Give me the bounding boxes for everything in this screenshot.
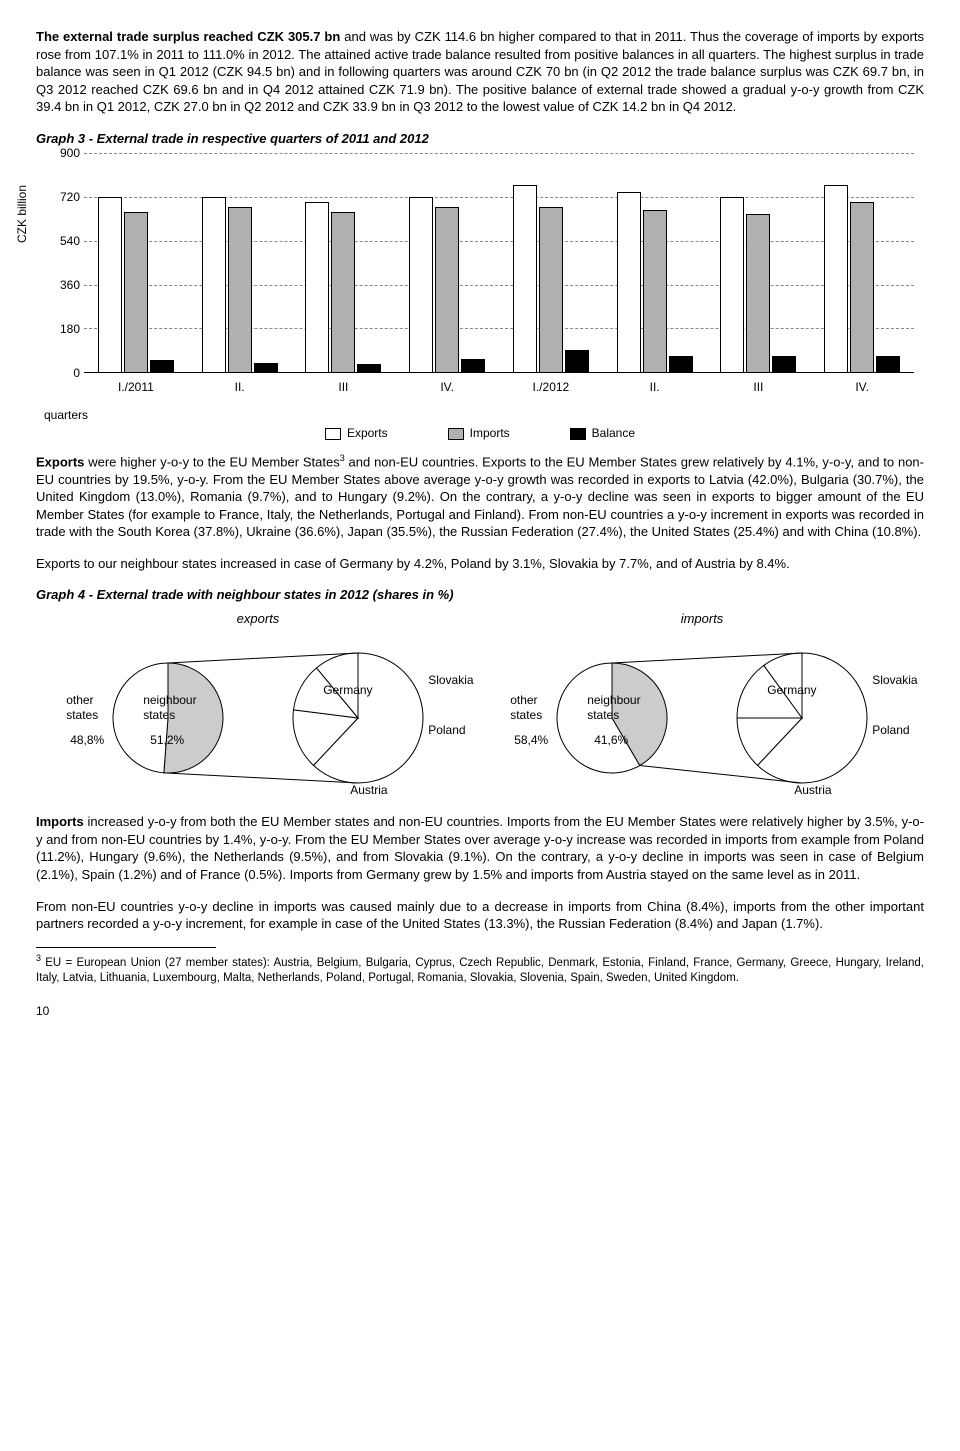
bar-exports <box>98 197 122 373</box>
pie-label: neighbourstates <box>587 693 640 722</box>
pie-label: Germany <box>323 683 372 697</box>
bar-exports <box>824 185 848 373</box>
pie-imports-title: imports <box>502 610 902 628</box>
bar-balance <box>565 350 589 373</box>
bar-balance <box>876 356 900 374</box>
legend-exports: Exports <box>347 425 388 441</box>
x-label: I./2011 <box>84 379 188 395</box>
y-tick: 720 <box>60 189 80 205</box>
bar-exports <box>720 197 744 373</box>
x-label: III <box>707 379 811 395</box>
bar-exports <box>202 197 226 373</box>
bar-balance <box>357 364 381 373</box>
x-label: I./2012 <box>499 379 603 395</box>
bar-exports <box>305 202 329 373</box>
paragraph-2: Exports were higher y-o-y to the EU Memb… <box>36 452 924 541</box>
pie-label: 41,6% <box>594 733 628 747</box>
bar-imports <box>435 207 459 373</box>
p2-bold: Exports <box>36 454 84 469</box>
x-label: IV. <box>810 379 914 395</box>
bar-balance <box>669 356 693 373</box>
pie-label: neighbourstates <box>143 693 196 722</box>
paragraph-1: The external trade surplus reached CZK 3… <box>36 28 924 116</box>
bar-balance <box>461 359 485 373</box>
legend-balance: Balance <box>592 425 635 441</box>
bar-imports <box>124 212 148 373</box>
paragraph-4: Imports increased y-o-y from both the EU… <box>36 813 924 883</box>
pie-label: otherstates <box>510 693 542 722</box>
bar-imports <box>539 207 563 373</box>
y-tick: 0 <box>73 365 80 381</box>
pie-exports-title: exports <box>58 610 458 628</box>
bar-exports <box>513 185 537 373</box>
bar-balance <box>772 356 796 373</box>
footnote: 3 EU = European Union (27 member states)… <box>36 952 924 987</box>
pie-label: Poland <box>872 723 909 737</box>
pie-label: 58,4% <box>514 733 548 747</box>
pie-label: 51,2% <box>150 733 184 747</box>
p4-bold: Imports <box>36 814 84 829</box>
x-label: II. <box>603 379 707 395</box>
bar-chart: CZK billion 0180360540720900 I./2011II.I… <box>84 153 914 403</box>
bar-balance <box>254 363 278 374</box>
graph4-title: Graph 4 - External trade with neighbour … <box>36 586 924 604</box>
y-tick: 540 <box>60 233 80 249</box>
bar-imports <box>850 202 874 373</box>
bar-exports <box>617 192 641 373</box>
page-number: 10 <box>36 1003 924 1019</box>
pie-charts: exports otherstates 48,8% neighbourstates 5… <box>36 610 924 804</box>
bar-imports <box>228 207 252 373</box>
bar-imports <box>746 214 770 373</box>
pie-label: otherstates <box>66 693 98 722</box>
bar-imports <box>331 212 355 373</box>
pie-label: Austria <box>794 783 831 797</box>
pie-label: Germany <box>767 683 816 697</box>
legend-imports: Imports <box>470 425 510 441</box>
p1-bold: The external trade surplus reached CZK 3… <box>36 29 340 44</box>
pie-label: Poland <box>428 723 465 737</box>
quarters-label: quarters <box>44 407 924 423</box>
paragraph-3: Exports to our neighbour states increase… <box>36 555 924 573</box>
y-axis-label: CZK billion <box>14 185 30 243</box>
x-label: II. <box>188 379 292 395</box>
graph3-title: Graph 3 - External trade in respective q… <box>36 130 924 148</box>
pie-label: 48,8% <box>70 733 104 747</box>
pie-label: Slovakia <box>428 673 473 687</box>
y-tick: 360 <box>60 277 80 293</box>
bar-balance <box>150 360 174 373</box>
bar-legend: Exports Imports Balance <box>36 425 924 441</box>
pie-label: Slovakia <box>872 673 917 687</box>
footnote-separator <box>36 947 216 948</box>
y-tick: 180 <box>60 321 80 337</box>
x-label: III <box>292 379 396 395</box>
paragraph-5: From non-EU countries y-o-y decline in i… <box>36 898 924 933</box>
x-label: IV. <box>395 379 499 395</box>
bar-imports <box>643 210 667 374</box>
bar-exports <box>409 197 433 373</box>
y-tick: 900 <box>60 145 80 161</box>
pie-label: Austria <box>350 783 387 797</box>
